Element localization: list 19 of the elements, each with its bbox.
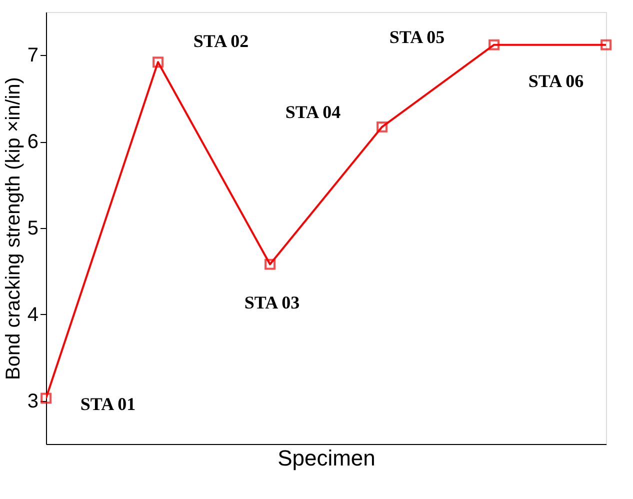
y-tick-label: 3: [27, 390, 38, 412]
annotation: STA 01: [80, 394, 136, 414]
point: [152, 56, 164, 68]
point: [264, 258, 276, 270]
point: [488, 39, 500, 50]
y-axis-title: Bond cracking strength (kip ×in/in): [2, 77, 24, 380]
y-tick-label: 4: [27, 304, 38, 326]
annotation: STA 06: [528, 70, 584, 91]
y-tick-label: 7: [27, 44, 38, 67]
point: [376, 121, 388, 132]
y-tick-label: 6: [27, 131, 38, 154]
point: [40, 392, 52, 404]
annotation: STA 02: [193, 31, 249, 52]
y-tick-label: 5: [27, 218, 38, 240]
point: [600, 39, 612, 50]
annotation: STA 05: [389, 26, 445, 47]
annotation: STA 03: [244, 292, 300, 312]
x-axis-title: Specimen: [278, 446, 376, 470]
annotation: STA 04: [285, 102, 341, 122]
